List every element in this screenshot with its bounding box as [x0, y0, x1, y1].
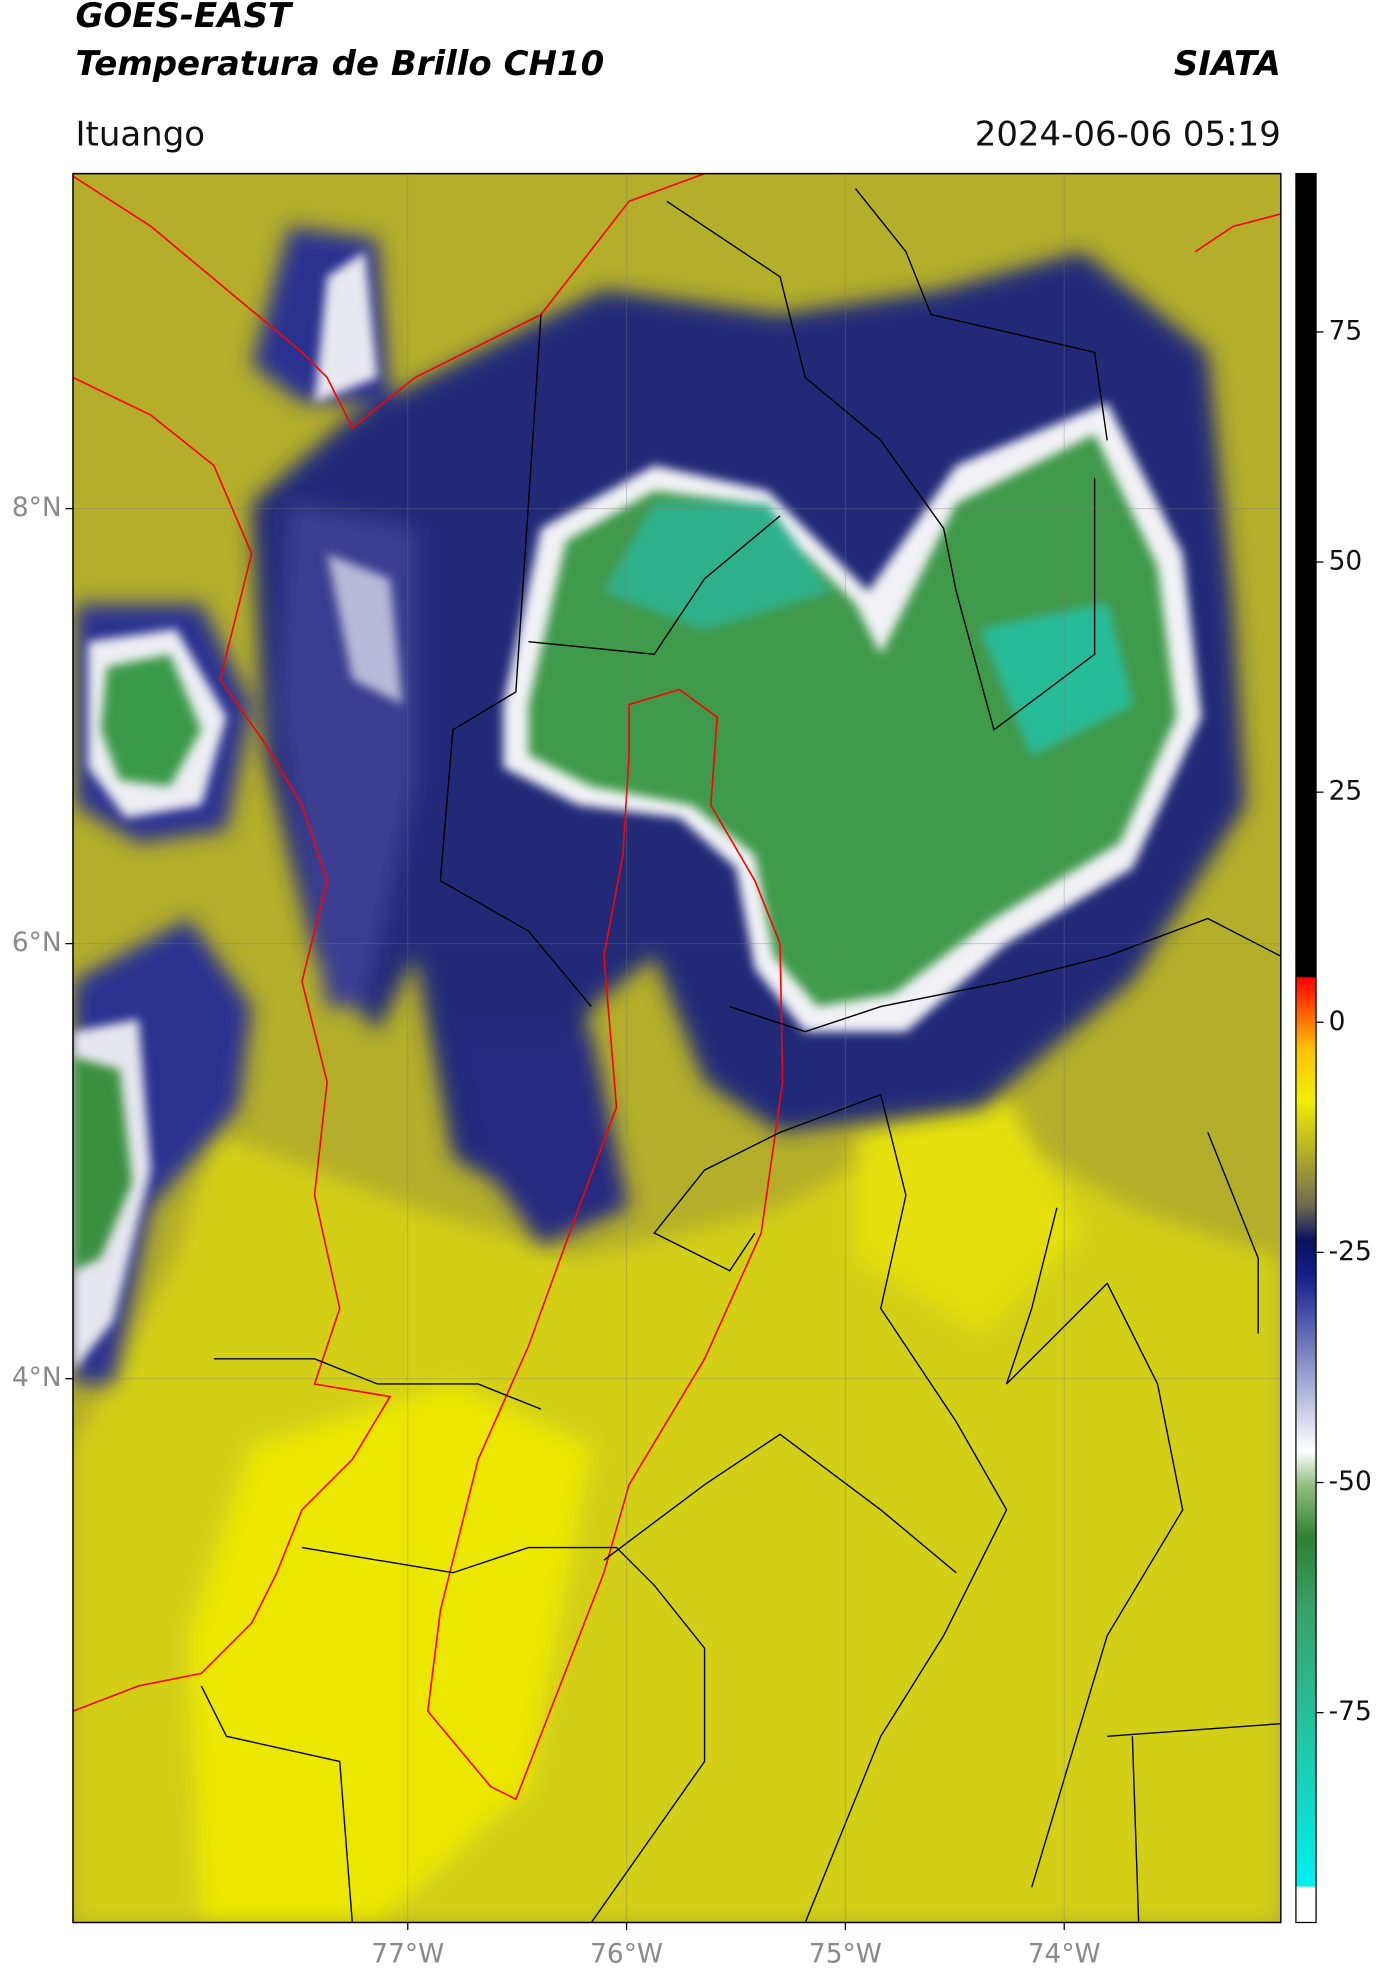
datetime: 2024-06-06 05:19 [975, 114, 1281, 154]
colorbar-tick-label: -50 [1329, 1466, 1372, 1497]
lon-tick-label: 77°W [371, 1939, 444, 1970]
map-imagery [72, 173, 1281, 1923]
map-frame [72, 172, 1282, 1924]
lon-tick-label: 76°W [590, 1939, 663, 1970]
colorbar-tick-label: 75 [1329, 315, 1363, 346]
colorbar-tick-label: -75 [1329, 1696, 1372, 1727]
coldest-tops [72, 434, 1177, 1271]
coastline [72, 173, 1281, 1712]
lon-tick-label: 74°W [1028, 1939, 1101, 1970]
region: Ituango [75, 114, 205, 154]
lon-tick-label: 75°W [809, 1939, 882, 1970]
colorbar-tick-label: 0 [1329, 1006, 1346, 1037]
colorbar-ticks: 75 50 25 0 -25 -50 -75 [1316, 315, 1372, 1727]
source: SIATA [1174, 44, 1281, 84]
ituango-outline [426, 688, 784, 1801]
lat-tick-label: 4°N [12, 1362, 62, 1393]
colorbar [1295, 172, 1317, 1924]
admin-boundaries [200, 188, 1281, 1923]
warm-areas [72, 1094, 1281, 1923]
subtitle: Temperatura de Brillo CH10 [75, 44, 604, 84]
colorbar-tick-label: -25 [1329, 1236, 1372, 1267]
lat-tick-label: 8°N [12, 492, 62, 523]
colorbar-tick-label: 25 [1329, 776, 1363, 807]
graticule [65, 173, 1281, 1931]
title: GOES-EAST [75, 0, 293, 36]
colorbar-tick-label: 50 [1329, 546, 1363, 577]
lat-tick-label: 6°N [12, 927, 62, 958]
